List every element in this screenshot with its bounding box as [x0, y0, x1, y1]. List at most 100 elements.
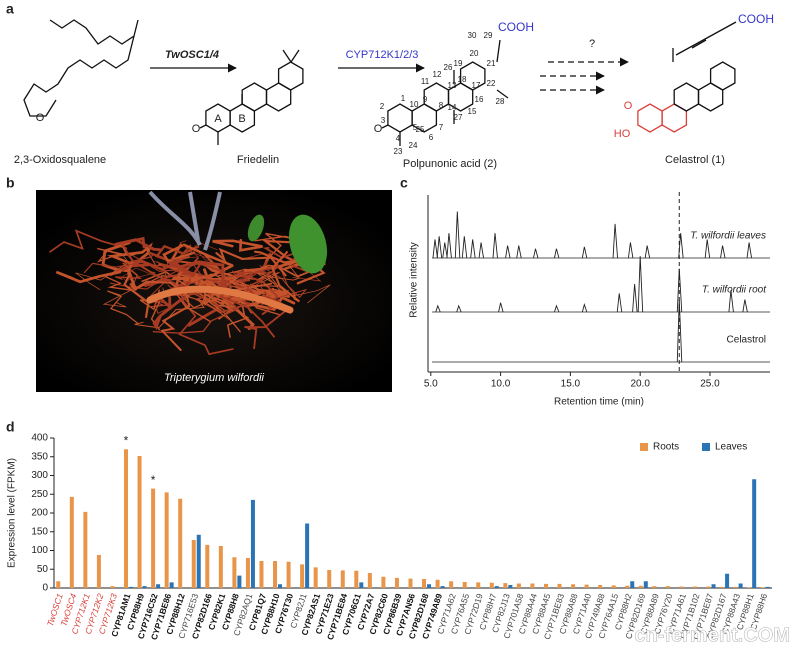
root [107, 290, 138, 324]
y-tick-label: 150 [31, 526, 48, 537]
atom-label: O [192, 123, 201, 135]
bar [543, 583, 548, 588]
atom-number: 19 [454, 59, 463, 68]
bond [282, 49, 292, 63]
legend-label: Roots [653, 442, 679, 453]
legend-label: Leaves [715, 442, 747, 453]
atom-number: 12 [433, 70, 442, 79]
ring-label: A [214, 113, 222, 125]
peak [492, 233, 498, 259]
root [107, 242, 153, 272]
peak [728, 290, 734, 313]
root [191, 272, 224, 284]
bar [124, 449, 129, 588]
watermark: cn-ferment.COM [634, 624, 790, 646]
y-axis-label: Expression level (FPKM) [7, 458, 18, 568]
atom-number: 18 [458, 75, 467, 84]
peak [446, 233, 452, 259]
atom-number: 28 [496, 97, 505, 106]
root [215, 247, 287, 277]
bar [232, 557, 237, 588]
bar [765, 586, 770, 588]
peak [436, 236, 443, 259]
bar [245, 558, 250, 588]
atom-number: 29 [484, 31, 493, 40]
atom-number: 16 [475, 95, 484, 104]
bond [496, 89, 509, 99]
peak [553, 304, 560, 313]
peak [678, 233, 684, 259]
bar [327, 570, 332, 588]
atom-number: 4 [396, 134, 401, 143]
bar [630, 581, 635, 588]
question-mark: ? [589, 38, 595, 50]
bar [169, 582, 174, 588]
peak [676, 268, 683, 313]
cooh-label: COOH [738, 12, 774, 26]
bar [205, 544, 210, 588]
root [146, 285, 294, 314]
bar [422, 579, 427, 588]
atom-number: 25 [416, 125, 425, 134]
atom-label: O [36, 112, 45, 124]
bar [142, 586, 147, 588]
peak [720, 245, 726, 259]
peak [704, 239, 711, 259]
root [212, 238, 263, 252]
y-tick-label: 200 [31, 508, 48, 519]
bar [367, 573, 372, 588]
bar [273, 561, 278, 588]
atom-number: 7 [439, 123, 444, 132]
bar [96, 555, 101, 588]
bar [711, 584, 716, 588]
bond [691, 39, 707, 49]
y-tick-label: 300 [31, 470, 48, 481]
bar [151, 488, 156, 588]
peak [676, 299, 683, 363]
root [234, 271, 279, 316]
bar [638, 585, 643, 588]
atom-number: 1 [401, 94, 406, 103]
root [188, 242, 218, 261]
bar [449, 581, 454, 588]
panel-label: a [6, 1, 14, 17]
peak [505, 245, 511, 259]
root [160, 286, 191, 351]
bar [156, 584, 161, 588]
root [219, 271, 275, 338]
bar [56, 581, 61, 588]
y-tick-label: 400 [31, 433, 48, 444]
atom-number: 8 [439, 101, 444, 110]
enzyme-label: CYP712K1/2/3 [346, 49, 419, 61]
atom-number: 15 [468, 107, 477, 116]
peak [581, 303, 588, 313]
bar [164, 492, 169, 588]
peak [742, 299, 748, 313]
bar [250, 499, 255, 588]
molecule-name: 2,3-Oxidosqualene [14, 154, 106, 166]
y-tick-label: 250 [31, 489, 48, 500]
ring [459, 61, 486, 91]
photo-caption: Tripterygium wilfordii [164, 372, 265, 384]
bar [489, 582, 494, 588]
peak [612, 223, 619, 259]
bar [218, 546, 223, 588]
bar [440, 586, 445, 588]
bar [508, 585, 513, 588]
atom-number: 6 [429, 133, 434, 142]
bar [340, 570, 345, 588]
bar [381, 576, 386, 588]
atom-number: 9 [423, 95, 428, 104]
x-tick-label: 15.0 [561, 379, 581, 390]
root [271, 251, 301, 303]
bond [381, 124, 389, 129]
root [203, 282, 273, 312]
atom-number: 3 [381, 116, 386, 125]
panel-label: c [400, 175, 408, 191]
peak [553, 248, 560, 259]
bar [237, 575, 242, 588]
x-tick-label: 20.0 [630, 379, 650, 390]
ring [277, 61, 304, 91]
peak [516, 245, 522, 259]
root [120, 241, 188, 296]
